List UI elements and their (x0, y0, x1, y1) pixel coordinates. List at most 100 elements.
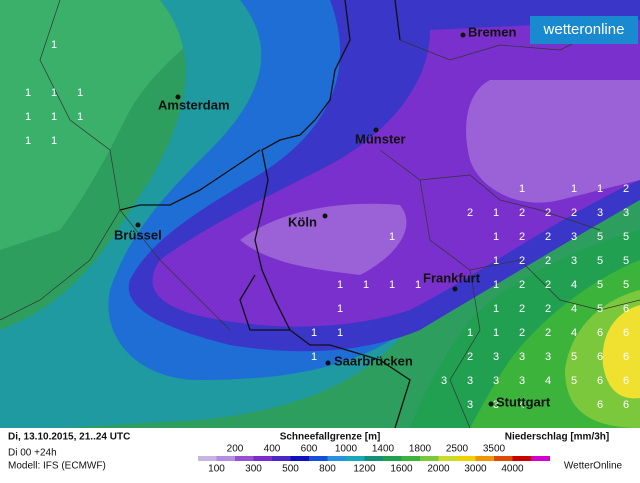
precip-value: 6 (597, 399, 603, 411)
precip-value: 5 (597, 279, 603, 291)
legend-label: 1000 (335, 444, 358, 455)
precip-value: 2 (545, 207, 551, 219)
precip-value: 2 (545, 231, 551, 243)
precip-value: 1 (493, 231, 499, 243)
legend-swatch (420, 456, 439, 461)
city-dot (452, 286, 458, 292)
legend-label: 600 (301, 444, 318, 455)
legend-swatch (290, 456, 310, 461)
brand-label: WetterOnline (564, 461, 623, 472)
legend-label: 3500 (483, 444, 506, 455)
precip-value: 3 (441, 375, 447, 387)
legend-label: 500 (282, 464, 299, 475)
precip-value: 2 (519, 327, 525, 339)
city-dot (373, 127, 379, 133)
city-label: Bremen (468, 24, 516, 39)
legend-swatch (475, 456, 495, 461)
precip-value: 2 (519, 255, 525, 267)
precip-value: 5 (571, 351, 577, 363)
legend-title: Schneefallgrenze [m] (280, 432, 381, 443)
precip-value: 3 (623, 207, 629, 219)
precip-value: 5 (623, 279, 629, 291)
legend-swatch (494, 456, 513, 461)
precip-value: 1 (311, 327, 317, 339)
precip-value: 1 (467, 327, 473, 339)
logo-box (530, 16, 638, 44)
precip-value: 1 (25, 111, 31, 123)
city-label: Amsterdam (158, 97, 230, 112)
city-label: Brüssel (114, 227, 162, 242)
precip-value: 4 (571, 303, 577, 315)
precip-value: 1 (337, 303, 343, 315)
precip-value: 3 (467, 375, 473, 387)
precip-value: 1 (571, 183, 577, 195)
city-label: Münster (355, 131, 406, 146)
legend-label: 1200 (353, 464, 376, 475)
precip-value: 5 (623, 255, 629, 267)
precip-value: 1 (77, 87, 83, 99)
legend-label: 400 (264, 444, 281, 455)
precip-value: 2 (545, 279, 551, 291)
precip-value: 3 (545, 351, 551, 363)
precip-value: 2 (545, 327, 551, 339)
legend-label: 1600 (390, 464, 413, 475)
legend-label: 300 (245, 464, 262, 475)
precip-value: 3 (519, 375, 525, 387)
legend-label: 4000 (501, 464, 524, 475)
city-label: Frankfurt (423, 270, 481, 285)
precip-value: 1 (337, 279, 343, 291)
legend-swatch (383, 456, 402, 461)
legend-swatch (346, 456, 365, 461)
precip-value: 5 (597, 303, 603, 315)
precip-value: 6 (623, 399, 629, 411)
footer-background (0, 428, 640, 478)
logo-text: wetteronline (543, 21, 625, 38)
precip-value: 1 (363, 279, 369, 291)
city-dot (325, 360, 331, 366)
precip-value: 2 (545, 255, 551, 267)
city-dot (175, 94, 181, 100)
precip-value: 1 (25, 135, 31, 147)
precip-value: 1 (77, 111, 83, 123)
legend-swatch (309, 456, 328, 461)
precip-value: 6 (623, 351, 629, 363)
legend-label: 1400 (372, 444, 395, 455)
precip-value: 1 (311, 351, 317, 363)
precip-value: 4 (545, 375, 551, 387)
precip-value: 1 (597, 183, 603, 195)
precip-value: 1 (25, 87, 31, 99)
precip-value: 2 (519, 279, 525, 291)
precip-value: 2 (571, 207, 577, 219)
legend-swatch (512, 456, 532, 461)
precipitation-labels: 1 1 1 1 1 1 1 1 1 1 1 1 2 2 1 2 2 2 3 3 1 1 2 2 3 5 5 1 2 2 3 5 5 1 1 1 1 1 2 2… (25, 39, 629, 411)
run-label: Di 00 +24h (8, 448, 57, 459)
city-dot (488, 401, 494, 407)
precip-value: 5 (597, 231, 603, 243)
precip-value: 2 (519, 207, 525, 219)
model-label: Modell: IFS (ECMWF) (8, 461, 106, 472)
legend-label: 2000 (427, 464, 450, 475)
precip-value: 3 (571, 255, 577, 267)
precip-value: 1 (493, 303, 499, 315)
precip-value: 1 (51, 39, 57, 51)
precip-value: 1 (337, 327, 343, 339)
legend-label: 200 (227, 444, 244, 455)
legend-swatch (198, 456, 217, 461)
legend-swatch (216, 456, 236, 461)
city-dot (460, 32, 466, 38)
precip-value: 3 (467, 399, 473, 411)
map-background (0, 0, 640, 429)
legend-swatch (235, 456, 254, 461)
precip-value: 6 (597, 327, 603, 339)
precip-value: 5 (623, 231, 629, 243)
precip-value: 1 (519, 183, 525, 195)
precip-value: 1 (415, 279, 421, 291)
precip-value: 3 (493, 351, 499, 363)
precip-value: 6 (623, 375, 629, 387)
city-labels: Bremen Amsterdam Münster Köln Brüssel Fr… (114, 24, 551, 409)
legend-label: 100 (208, 464, 225, 475)
precip-value: 2 (519, 303, 525, 315)
legend-swatch (438, 456, 458, 461)
legend-label: 2500 (446, 444, 469, 455)
